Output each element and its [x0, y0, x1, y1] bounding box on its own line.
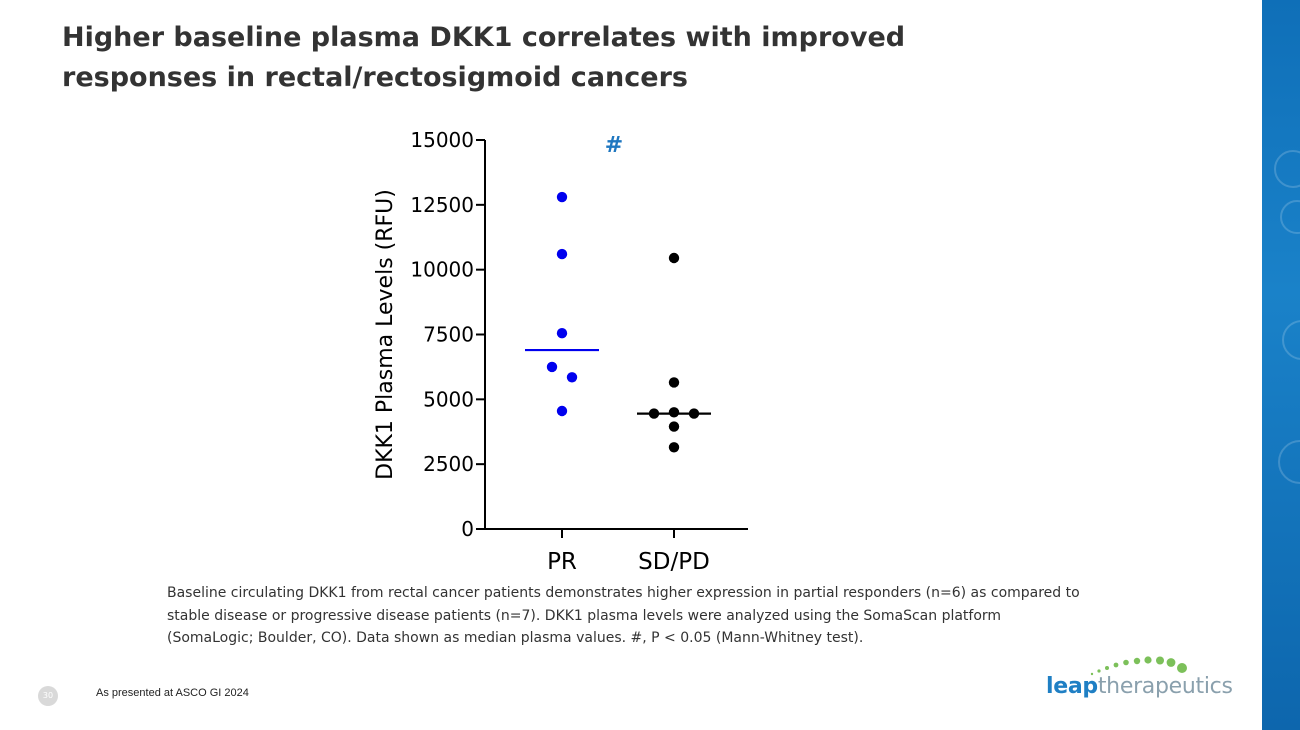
x-tick-label: SD/PD	[638, 549, 710, 575]
band-bubble	[1280, 200, 1300, 234]
logo-dots-icon	[1090, 656, 1187, 676]
slide-title: Higher baseline plasma DKK1 correlates w…	[62, 22, 906, 93]
data-point-pr	[556, 248, 568, 260]
y-tick-label: 0	[461, 517, 474, 541]
page-number: 30	[38, 686, 58, 706]
y-tick-label: 7500	[423, 323, 474, 347]
dkk1-scatter-chart: 0 2500 5000 7500 10000 12500 15000 PR SD/PD DKK1 …	[373, 128, 748, 575]
y-tick-label: 5000	[423, 387, 474, 411]
y-tick-label: 2500	[423, 452, 474, 476]
data-point-sd-pd	[688, 408, 700, 419]
data-point-sd-pd	[668, 442, 680, 453]
y-tick-label: 15000	[410, 128, 474, 152]
x-tick-label: PR	[547, 549, 577, 575]
logo-word-leap: leap	[1046, 674, 1098, 699]
data-point-pr	[546, 361, 558, 373]
data-point-pr	[556, 405, 568, 417]
company-logo: leaptherapeutics	[1040, 650, 1233, 710]
data-point-sd-pd	[648, 408, 660, 419]
data-point-sd-pd	[668, 377, 680, 388]
data-point-pr	[556, 191, 568, 203]
band-bubble	[1282, 320, 1300, 360]
footer-note: As presented at ASCO GI 2024	[96, 687, 249, 699]
band-bubble	[1278, 440, 1300, 484]
y-axis-label: DKK1 Plasma Levels (RFU)	[373, 189, 398, 480]
data-point-pr	[556, 328, 568, 339]
figure-caption: Baseline circulating DKK1 from rectal ca…	[167, 585, 1080, 646]
data-point-sd-pd	[668, 252, 680, 264]
logo-wordmark: leaptherapeutics	[1046, 674, 1233, 699]
y-tick-label: 12500	[410, 193, 474, 217]
y-tick-label: 10000	[410, 258, 474, 282]
data-point-pr	[566, 372, 578, 383]
decorative-side-band	[1262, 0, 1300, 730]
data-point-sd-pd	[668, 421, 680, 432]
data-point-sd-pd	[668, 407, 680, 418]
logo-word-therapeutics: therapeutics	[1097, 674, 1233, 699]
significance-marker: #	[605, 133, 623, 158]
band-bubble	[1274, 150, 1300, 188]
